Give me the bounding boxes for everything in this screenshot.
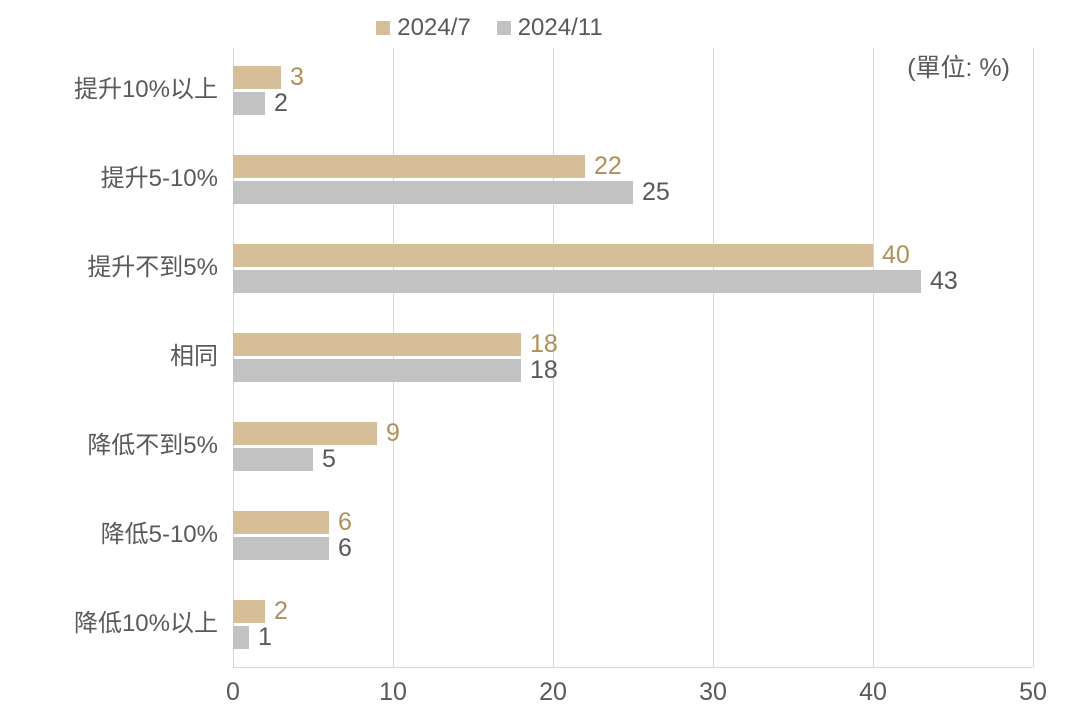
x-axis-tick-label: 10: [379, 678, 407, 706]
gridline: [393, 48, 394, 667]
category-label: 提升不到5%: [87, 254, 218, 281]
bar-value-label: 22: [594, 152, 622, 180]
bar: [233, 333, 521, 356]
bar: [233, 92, 265, 115]
gridline: [553, 48, 554, 667]
bar: [233, 511, 329, 534]
bar-value-label: 18: [530, 330, 558, 358]
legend-item-2024-11: 2024/11: [496, 14, 603, 42]
bar: [233, 422, 377, 445]
bar-value-label: 5: [322, 445, 336, 473]
bar: [233, 537, 329, 560]
bar-value-label: 40: [882, 241, 910, 269]
gridline: [233, 48, 234, 667]
bar: [233, 270, 921, 293]
gridline: [1033, 48, 1034, 667]
legend: 2024/7 2024/11: [0, 14, 1028, 42]
bar-value-label: 18: [530, 356, 558, 384]
x-axis-tick-label: 20: [539, 678, 567, 706]
category-label: 降低不到5%: [87, 432, 218, 459]
bar: [233, 244, 873, 267]
x-axis-tick-label: 30: [699, 678, 727, 706]
gridline: [713, 48, 714, 667]
legend-swatch-icon: [376, 21, 391, 35]
bar-value-label: 9: [386, 419, 400, 447]
bar: [233, 448, 313, 471]
bar-value-label: 6: [338, 534, 352, 562]
category-label: 相同: [170, 343, 218, 370]
bar-value-label: 25: [642, 178, 670, 206]
category-label: 提升10%以上: [73, 76, 218, 103]
bar: [233, 359, 521, 382]
x-axis-line: [233, 667, 1033, 668]
gridline: [873, 48, 874, 667]
category-label: 降低5-10%: [100, 521, 218, 548]
legend-label: 2024/7: [397, 14, 471, 41]
bar-value-label: 2: [274, 597, 288, 625]
category-label: 提升5-10%: [100, 165, 218, 192]
x-axis-tick-label: 0: [226, 678, 240, 706]
bar-value-label: 6: [338, 508, 352, 536]
bar: [233, 626, 249, 649]
category-label: 降低10%以上: [73, 610, 218, 637]
legend-item-2024-7: 2024/7: [376, 14, 471, 42]
bar-value-label: 43: [930, 267, 958, 295]
bar-value-label: 2: [274, 89, 288, 117]
bar: [233, 155, 585, 178]
x-axis-tick-label: 40: [859, 678, 887, 706]
bar-value-label: 1: [258, 623, 272, 651]
bar: [233, 66, 281, 89]
bar: [233, 181, 633, 204]
bar-value-label: 3: [290, 63, 304, 91]
x-axis-tick-label: 50: [1019, 678, 1047, 706]
bar: [233, 600, 265, 623]
unit-label: (單位: %): [907, 54, 1010, 82]
legend-label: 2024/11: [517, 14, 603, 41]
legend-swatch-icon: [496, 21, 511, 35]
